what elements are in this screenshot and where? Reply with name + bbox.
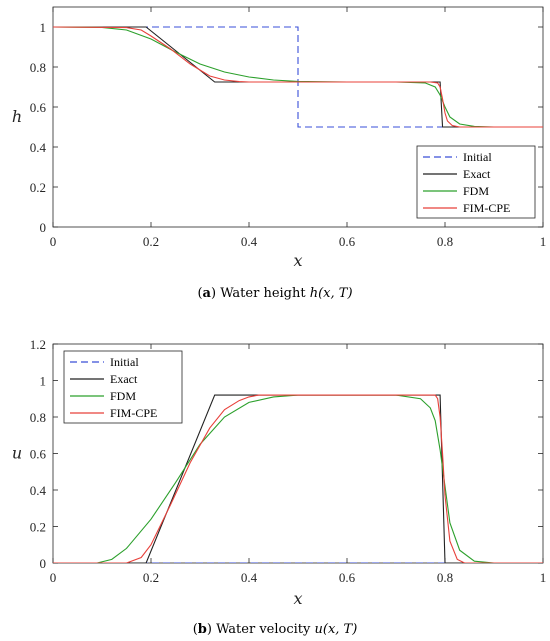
x-tick-label: 0.2 bbox=[143, 570, 159, 585]
series-line-initial bbox=[53, 26, 543, 128]
caption-letter: a bbox=[203, 286, 212, 301]
y-tick-label: 0.6 bbox=[30, 447, 47, 462]
y-tick-label: 1 bbox=[40, 374, 47, 389]
x-tick-label: 0.8 bbox=[437, 234, 453, 249]
legend-entry: Initial bbox=[463, 150, 492, 164]
y-tick-label: 0.4 bbox=[30, 483, 47, 498]
caption-text: Water height bbox=[220, 286, 310, 301]
x-axis-label: x bbox=[293, 251, 302, 270]
x-tick-label: 0.8 bbox=[437, 570, 453, 585]
legend-entry: FIM-CPE bbox=[463, 201, 510, 215]
legend-entry: FIM-CPE bbox=[110, 406, 157, 420]
legend-entry: FDM bbox=[463, 184, 489, 198]
x-tick-label: 0.6 bbox=[339, 570, 356, 585]
caption-close-paren: ) bbox=[207, 622, 216, 637]
y-tick-label: 0.2 bbox=[30, 180, 46, 195]
legend-entry: Exact bbox=[110, 372, 138, 386]
y-tick-label: 0.8 bbox=[30, 60, 46, 75]
y-tick-label: 0 bbox=[40, 220, 47, 235]
caption-close-paren: ) bbox=[211, 286, 220, 301]
y-tick-label: 1 bbox=[40, 20, 47, 35]
x-tick-label: 0.4 bbox=[241, 234, 258, 249]
legend-entry: Exact bbox=[463, 167, 491, 181]
x-tick-label: 0.6 bbox=[339, 234, 356, 249]
caption-open-paren: ( bbox=[193, 622, 198, 637]
series-line-fim-cpe bbox=[53, 394, 543, 563]
legend-entry: FDM bbox=[110, 389, 136, 403]
y-tick-label: 0.2 bbox=[30, 520, 46, 535]
x-tick-label: 0.4 bbox=[241, 570, 258, 585]
x-tick-label: 0 bbox=[50, 234, 57, 249]
figure-caption: (b) Water velocity u(x, T) bbox=[193, 622, 358, 637]
caption-math: u(x, T) bbox=[315, 622, 358, 637]
panel-water-height: 0 0.2 0.4 0.6 0.8 1 0 0.2 0.4 0.6 0.8 1 x h Initial Exa… bbox=[12, 6, 547, 301]
y-axis-label: u bbox=[12, 444, 22, 463]
y-tick-label: 0.6 bbox=[30, 100, 47, 115]
y-tick-label: 0 bbox=[40, 556, 47, 571]
figure-caption: (a) Water height h(x, T) bbox=[197, 286, 352, 301]
caption-math: h(x, T) bbox=[310, 286, 353, 301]
panel-water-velocity: 0 0.2 0.4 0.6 0.8 1 0 0.2 0.4 0.6 0.8 1 1.2 x u Initial… bbox=[12, 337, 546, 637]
y-axis-label: h bbox=[12, 107, 22, 126]
legend-box bbox=[416, 145, 536, 219]
x-tick-label: 0 bbox=[50, 570, 57, 585]
legend-box bbox=[63, 350, 183, 424]
y-tick-label: 1.2 bbox=[30, 337, 46, 352]
y-tick-label: 0.8 bbox=[30, 410, 46, 425]
caption-open-paren: ( bbox=[197, 286, 202, 301]
caption-text: Water velocity bbox=[216, 622, 314, 637]
x-axis-label: x bbox=[293, 589, 302, 608]
legend-entry: Initial bbox=[110, 355, 139, 369]
x-tick-label: 0.2 bbox=[143, 234, 159, 249]
caption-letter: b bbox=[198, 622, 207, 637]
x-tick-label: 1 bbox=[540, 570, 547, 585]
series-line-fim-cpe bbox=[53, 26, 543, 128]
x-tick-label: 1 bbox=[540, 234, 547, 249]
y-tick-label: 0.4 bbox=[30, 140, 47, 155]
